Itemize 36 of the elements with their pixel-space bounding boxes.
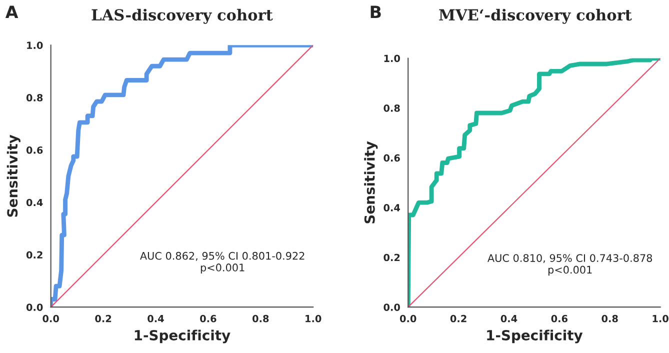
y-axis-title: Sensitivity bbox=[6, 134, 20, 217]
y-tick-label: 1.0 bbox=[384, 54, 400, 62]
x-tick-label: 1.0 bbox=[652, 314, 668, 322]
y-tick-label: 0.8 bbox=[26, 94, 43, 102]
y-tick-label: 0.6 bbox=[384, 154, 400, 162]
line-series bbox=[50, 45, 314, 308]
y-tick-label: 0.8 bbox=[384, 104, 400, 112]
annotation: AUC 0.810, 95% CI 0.743-0.878 p<0.001 bbox=[488, 254, 652, 276]
text: B bbox=[370, 6, 381, 18]
line-series bbox=[408, 58, 660, 308]
y-tick-label: 0.6 bbox=[26, 146, 43, 154]
y-tick-label: 0.0 bbox=[26, 304, 43, 311]
y-tick-label: 0.2 bbox=[26, 251, 42, 259]
annotation: AUC 0.862, 95% CI 0.801-0.922 p<0.001 bbox=[140, 252, 304, 274]
x-tick-label: 0.8 bbox=[602, 314, 618, 322]
x-tick-label: 0.4 bbox=[500, 314, 518, 322]
x-tick-label: 1.0 bbox=[306, 314, 322, 322]
y-tick-label: 0.4 bbox=[384, 204, 400, 212]
x-tick-label: 0.6 bbox=[200, 314, 216, 322]
text: A bbox=[5, 6, 18, 18]
y-tick-label: 0.0 bbox=[384, 304, 400, 311]
x-tick-label: 0.8 bbox=[252, 314, 269, 322]
y-axis-title: Sensitivity bbox=[364, 141, 378, 224]
x-axis-title: 1-Specificity bbox=[487, 330, 583, 344]
x-tick-label: 0.0 bbox=[42, 314, 59, 322]
x-tick-label: 0.0 bbox=[400, 314, 416, 322]
chart-title: LAS-discovery cohort bbox=[92, 8, 273, 24]
y-tick-label: 1.0 bbox=[27, 42, 43, 50]
chart-title: MVE‘-discovery cohort bbox=[439, 8, 632, 24]
x-tick-label: 0.2 bbox=[95, 314, 112, 322]
y-tick-label: 0.4 bbox=[26, 198, 43, 206]
y-tick-label: 0.2 bbox=[384, 254, 400, 262]
x-axis-title: 1-Specificity bbox=[134, 330, 230, 344]
x-tick-label: 0.2 bbox=[450, 314, 466, 322]
x-tick-label: 0.4 bbox=[148, 314, 164, 322]
x-tick-label: 0.6 bbox=[551, 314, 568, 322]
